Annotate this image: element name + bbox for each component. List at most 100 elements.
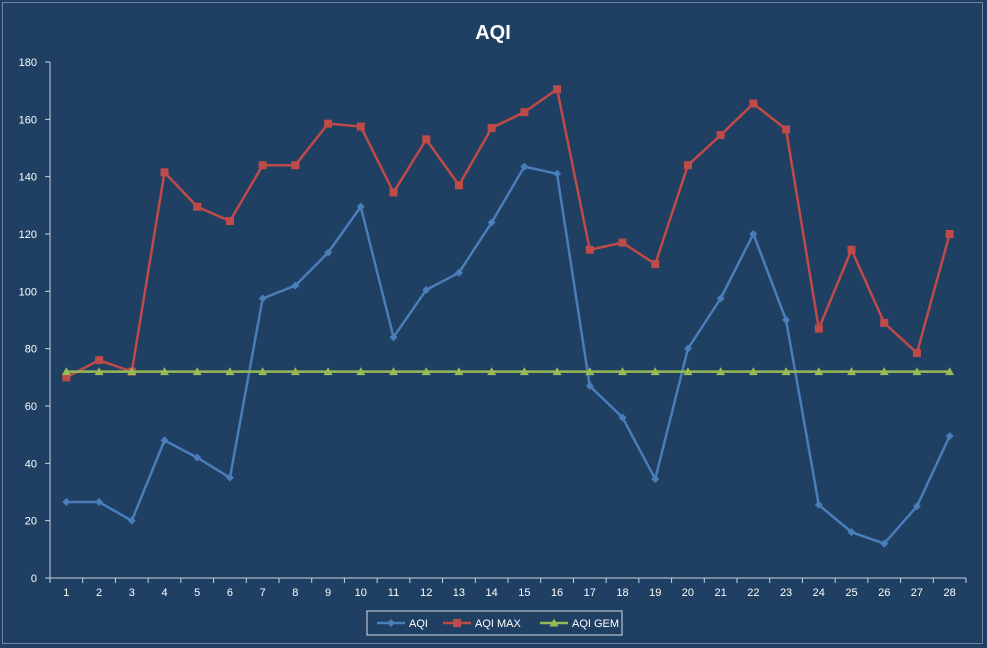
data-point-aqi	[585, 381, 594, 390]
x-tick-label: 14	[486, 587, 498, 599]
data-point-aqi-gem	[585, 367, 595, 376]
data-point-aqi-max	[945, 230, 954, 238]
x-tick-label: 26	[878, 587, 890, 599]
x-tick-label: 16	[551, 587, 563, 599]
data-point-aqi	[912, 502, 921, 511]
data-point-aqi-gem	[160, 367, 169, 376]
data-point-aqi-gem	[781, 367, 791, 376]
legend-marker	[453, 619, 461, 627]
legend-box	[366, 610, 623, 636]
data-point-aqi	[225, 473, 234, 482]
data-point-aqi	[520, 162, 529, 171]
data-point-aqi-gem	[127, 367, 137, 376]
x-tick-label: 11	[388, 587, 399, 599]
x-tick-label: 4	[161, 587, 167, 599]
legend-item-aqi-gem: AQI GEM	[540, 618, 619, 630]
x-tick-label: 10	[355, 587, 367, 599]
x-tick-label: 7	[260, 587, 266, 599]
x-tick-label: 21	[715, 587, 727, 599]
data-point-aqi	[487, 218, 496, 227]
legend-item-aqi-max: AQI MAX	[443, 618, 522, 630]
y-tick-label: 0	[31, 573, 37, 585]
data-point-aqi-gem	[814, 367, 824, 376]
x-tick-label: 6	[227, 587, 233, 599]
data-point-aqi	[847, 528, 856, 537]
data-point-aqi-max	[585, 245, 594, 254]
data-point-aqi	[945, 432, 954, 441]
x-tick-label: 27	[911, 587, 923, 599]
data-point-aqi	[356, 202, 365, 211]
y-tick-label: 100	[19, 286, 37, 298]
data-point-aqi-gem	[258, 367, 268, 376]
data-point-aqi-max	[912, 348, 921, 357]
data-point-aqi	[324, 248, 333, 257]
data-point-aqi	[716, 294, 725, 303]
data-point-aqi-gem	[192, 367, 202, 376]
data-point-aqi-gem	[323, 367, 333, 376]
series-aqi	[62, 162, 954, 548]
data-point-aqi-gem	[225, 367, 235, 376]
x-axis: 1 2 3 4 5 6 7 8 9 10 11 12 13 14 15 16 17 18 19 20 21 22 23 24 2…	[49, 577, 967, 599]
data-point-aqi	[749, 230, 758, 238]
series-aqi-gem	[61, 367, 955, 376]
data-point-aqi	[160, 436, 169, 445]
data-point-aqi-gem	[912, 367, 922, 376]
y-tick-label: 160	[19, 114, 37, 126]
x-tick-label: 25	[845, 587, 857, 599]
data-point-aqi-gem	[454, 367, 464, 376]
data-point-aqi-max	[324, 119, 333, 128]
data-point-aqi-gem	[519, 367, 529, 376]
data-point-aqi-max	[258, 161, 267, 170]
data-point-aqi-gem	[945, 367, 955, 376]
data-point-aqi	[454, 268, 463, 277]
data-point-aqi-max	[618, 238, 627, 247]
data-point-aqi-gem	[618, 367, 627, 376]
x-tick-label: 24	[813, 587, 825, 599]
legend-marker	[387, 619, 395, 627]
data-point-aqi-max	[291, 161, 300, 170]
data-point-aqi-max	[683, 161, 692, 170]
y-axis: 0 20 40 60 80 100 120 140 160 180	[19, 57, 51, 585]
x-tick-label: 15	[518, 587, 530, 599]
data-point-aqi	[553, 169, 562, 178]
y-tick-label: 20	[25, 516, 37, 528]
x-tick-label: 8	[292, 587, 298, 599]
x-tick-label: 2	[96, 587, 102, 599]
data-point-aqi-gem	[748, 367, 758, 376]
data-point-aqi-gem	[847, 367, 856, 376]
data-point-aqi-max	[95, 356, 104, 365]
data-point-aqi-max	[782, 125, 791, 134]
data-point-aqi-gem	[389, 367, 398, 376]
data-point-aqi-gem	[650, 367, 660, 376]
x-tick-label: 9	[325, 587, 331, 599]
data-point-aqi	[62, 498, 71, 507]
x-tick-label: 20	[682, 587, 694, 599]
y-tick-label: 40	[25, 458, 37, 470]
data-point-aqi	[389, 333, 398, 342]
y-tick-label: 80	[25, 344, 37, 356]
x-tick-label: 12	[420, 587, 432, 599]
y-tick-label: 140	[19, 172, 37, 184]
data-point-aqi	[651, 475, 660, 484]
data-point-aqi	[880, 539, 889, 548]
data-point-aqi-max	[716, 131, 725, 140]
legend-marker	[549, 618, 559, 627]
data-point-aqi-max	[62, 373, 71, 382]
x-tick-label: 3	[129, 587, 135, 599]
data-point-aqi-max	[225, 217, 234, 226]
series-line-aqi-max	[65, 87, 951, 379]
data-point-aqi-gem	[290, 367, 300, 376]
data-point-aqi	[782, 316, 791, 324]
data-point-aqi-max	[487, 123, 496, 132]
x-tick-label: 28	[944, 587, 956, 599]
data-point-aqi	[95, 498, 104, 507]
x-tick-label: 1	[63, 587, 69, 599]
series-aqi-max	[62, 85, 954, 382]
data-point-aqi-max	[160, 168, 169, 177]
data-point-aqi	[127, 516, 136, 525]
data-point-aqi	[193, 453, 202, 462]
data-point-aqi-gem	[421, 367, 431, 376]
data-point-aqi-gem	[94, 367, 104, 376]
data-point-aqi	[683, 344, 692, 353]
